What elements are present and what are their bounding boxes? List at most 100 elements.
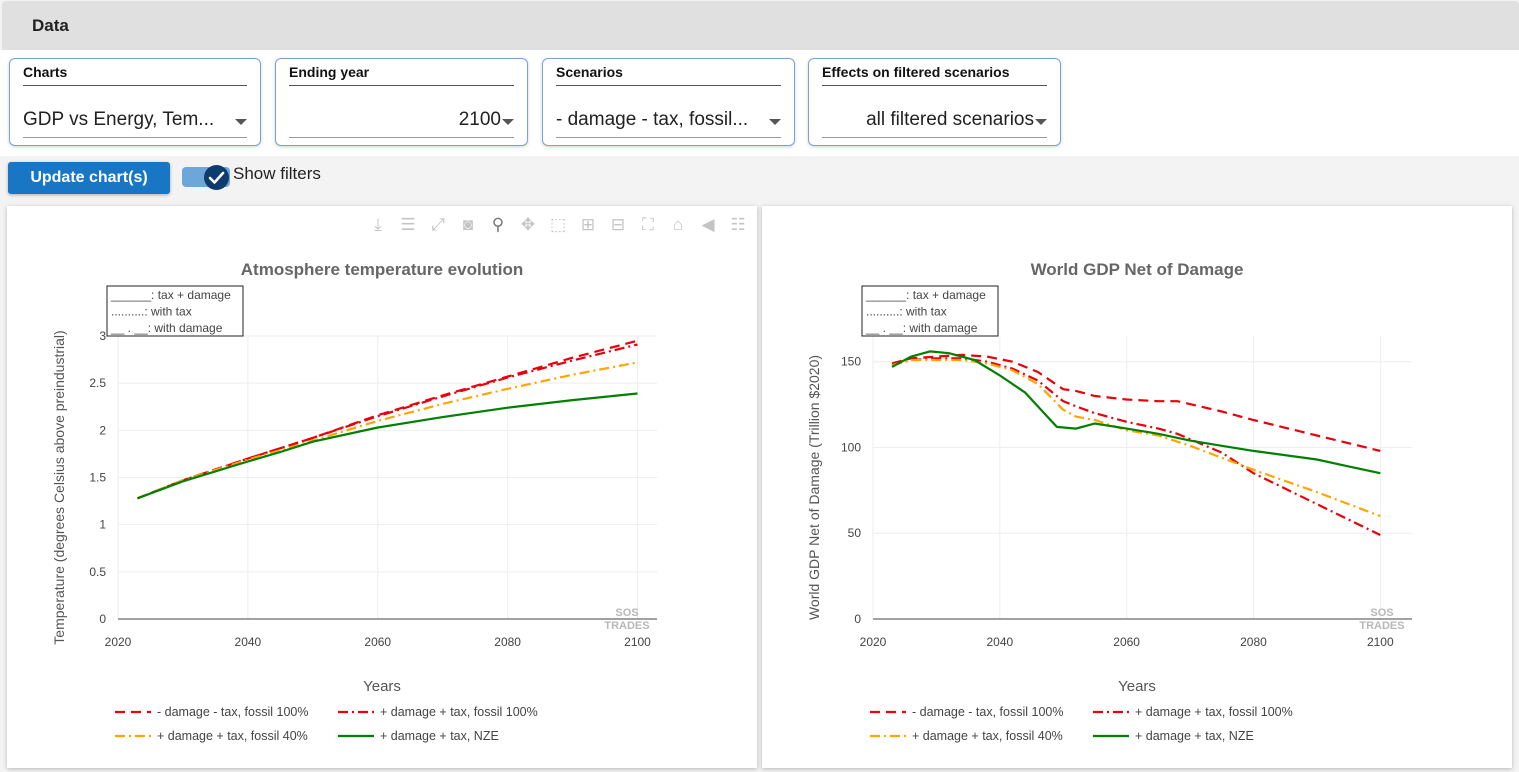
y-tick-label: 2 xyxy=(99,423,106,437)
zoom-in-icon[interactable]: ⊞ xyxy=(580,215,596,234)
divider xyxy=(556,137,781,138)
legend-text: ..........: with tax xyxy=(866,305,947,319)
y-tick-label: 100 xyxy=(841,440,861,454)
series-line xyxy=(137,339,638,500)
home-icon[interactable]: ⌂ xyxy=(672,215,684,234)
y-tick-label: 1.5 xyxy=(89,471,106,485)
y-tick-label: 50 xyxy=(848,526,862,540)
chart-panel-gdp: 2020 2040 2060 2080 2100 0 50 100 150 World GDP N… xyxy=(762,206,1512,768)
checkmark-icon xyxy=(208,171,225,184)
legend-entry: - damage - tax, fossil 100% xyxy=(157,705,308,719)
ending-year-filter-label: Ending year xyxy=(289,64,370,80)
x-tick-label: 2100 xyxy=(1367,635,1394,649)
ending-year-select-value[interactable]: 2100 xyxy=(458,109,501,130)
x-tick-label: 2060 xyxy=(364,635,391,649)
effects-select-value[interactable]: all filtered scenarios xyxy=(866,109,1034,130)
legend-entry: + damage + tax, fossil 40% xyxy=(157,729,308,743)
x-tick-label: 2080 xyxy=(494,635,521,649)
scenarios-filter[interactable]: Scenarios - damage - tax, fossil... xyxy=(542,58,795,146)
x-tick-label: 2040 xyxy=(235,635,262,649)
y-tick-label: 0.5 xyxy=(89,565,106,579)
x-tick-label: 2020 xyxy=(860,635,887,649)
legend-text: __ . __: with damage xyxy=(110,321,223,335)
divider xyxy=(23,85,247,86)
legend-entry: + damage + tax, NZE xyxy=(1135,729,1254,743)
legend-entry: + damage + tax, fossil 100% xyxy=(380,705,538,719)
download-icon[interactable]: ⤓ xyxy=(374,215,382,234)
y-tick-label: 3 xyxy=(99,329,106,343)
series-line xyxy=(891,358,1381,518)
hover-compare-icon[interactable]: ☷ xyxy=(730,215,746,234)
expand-icon[interactable]: ⤢ xyxy=(431,215,445,234)
show-filters-label: Show filters xyxy=(233,164,321,183)
chart-panel-temperature: 2020 2040 2060 2080 2100 0 0.5 1 1.5 2 2.5 3 Atmosph… xyxy=(7,206,757,768)
effects-filter[interactable]: Effects on filtered scenarios all filter… xyxy=(808,58,1061,146)
legend-entry: - damage - tax, fossil 100% xyxy=(912,705,1063,719)
x-tick-label: 2060 xyxy=(1113,635,1140,649)
chevron-down-icon[interactable] xyxy=(235,119,247,125)
chevron-down-icon[interactable] xyxy=(502,119,514,125)
zoom-icon[interactable]: ⚲ xyxy=(491,215,505,234)
divider xyxy=(289,85,514,86)
divider xyxy=(822,85,1047,86)
box-select-icon[interactable]: ⬚ xyxy=(549,215,567,234)
data-header-bar: Data xyxy=(2,1,1519,50)
ending-year-filter[interactable]: Ending year 2100 xyxy=(275,58,528,146)
pan-icon[interactable]: ✥ xyxy=(520,215,536,234)
series-line xyxy=(137,392,638,500)
camera-icon[interactable]: ◙ xyxy=(462,215,474,234)
temperature-chart: 2020 2040 2060 2080 2100 0 0.5 1 1.5 2 2.5 3 Atmosph… xyxy=(51,260,657,743)
scenarios-filter-label: Scenarios xyxy=(556,64,623,80)
legend-box xyxy=(106,285,244,337)
x-tick-label: 2020 xyxy=(105,635,132,649)
logo-text: TRADES xyxy=(604,620,649,632)
legend-text: ..........: with tax xyxy=(111,305,192,319)
divider xyxy=(289,137,514,138)
x-tick-label: 2040 xyxy=(986,635,1013,649)
hover-closest-icon[interactable]: ◀ xyxy=(701,215,715,234)
charts-select-value[interactable]: GDP vs Energy, Tem... xyxy=(23,109,215,130)
series-line xyxy=(137,343,638,500)
legend-icon[interactable]: ☰ xyxy=(400,215,416,234)
y-tick-label: 0 xyxy=(99,612,106,626)
legend-entry: + damage + tax, fossil 100% xyxy=(1135,705,1293,719)
legend-text: ______: tax + damage xyxy=(110,288,231,302)
y-axis-title: World GDP Net of Damage (Trillion $2020) xyxy=(806,355,822,620)
y-tick-label: 0 xyxy=(854,612,861,626)
chevron-down-icon[interactable] xyxy=(769,119,781,125)
legend-text: ______: tax + damage xyxy=(865,288,986,302)
series-line xyxy=(891,353,1381,452)
chart-toolbar: ⤓ ☰ ⤢ ◙ ⚲ ✥ ⬚ ⊞ ⊟ ⛶ ⌂ ◀ ☷ xyxy=(367,214,749,236)
autoscale-icon[interactable]: ⛶ xyxy=(642,215,654,234)
divider xyxy=(822,137,1047,138)
effects-filter-label: Effects on filtered scenarios xyxy=(822,64,1010,80)
logo-text: SOS xyxy=(1370,607,1393,619)
chevron-down-icon[interactable] xyxy=(1035,119,1047,125)
y-tick-label: 2.5 xyxy=(89,376,106,390)
logo-text: SOS xyxy=(615,607,638,619)
charts-filter[interactable]: Charts GDP vs Energy, Tem... xyxy=(9,58,261,146)
legend-text: __ . __: with damage xyxy=(865,321,978,335)
y-axis-title: Temperature (degrees Celsius above prein… xyxy=(51,330,67,644)
line-style-legend: ______: tax + damage ..........: with tax… xyxy=(861,285,999,337)
chart-title: Atmosphere temperature evolution xyxy=(241,260,523,279)
x-tick-label: 2100 xyxy=(624,635,651,649)
x-axis-title: Years xyxy=(363,678,401,695)
update-charts-button[interactable]: Update chart(s) xyxy=(8,162,170,194)
legend-entry: + damage + tax, fossil 40% xyxy=(912,729,1063,743)
scenarios-select-value[interactable]: - damage - tax, fossil... xyxy=(556,109,749,130)
show-filters-toggle-knob[interactable] xyxy=(204,165,229,190)
page-title: Data xyxy=(32,16,69,35)
gdp-chart: 2020 2040 2060 2080 2100 0 50 100 150 World GDP N… xyxy=(806,260,1412,743)
series-line xyxy=(891,357,1381,536)
series-line xyxy=(891,350,1381,475)
y-tick-label: 150 xyxy=(841,355,861,369)
charts-filter-label: Charts xyxy=(23,64,68,80)
zoom-out-icon[interactable]: ⊟ xyxy=(610,215,626,234)
chart-title: World GDP Net of Damage xyxy=(1031,260,1244,279)
divider xyxy=(556,85,781,86)
legend-box xyxy=(861,285,999,337)
divider xyxy=(23,137,247,138)
